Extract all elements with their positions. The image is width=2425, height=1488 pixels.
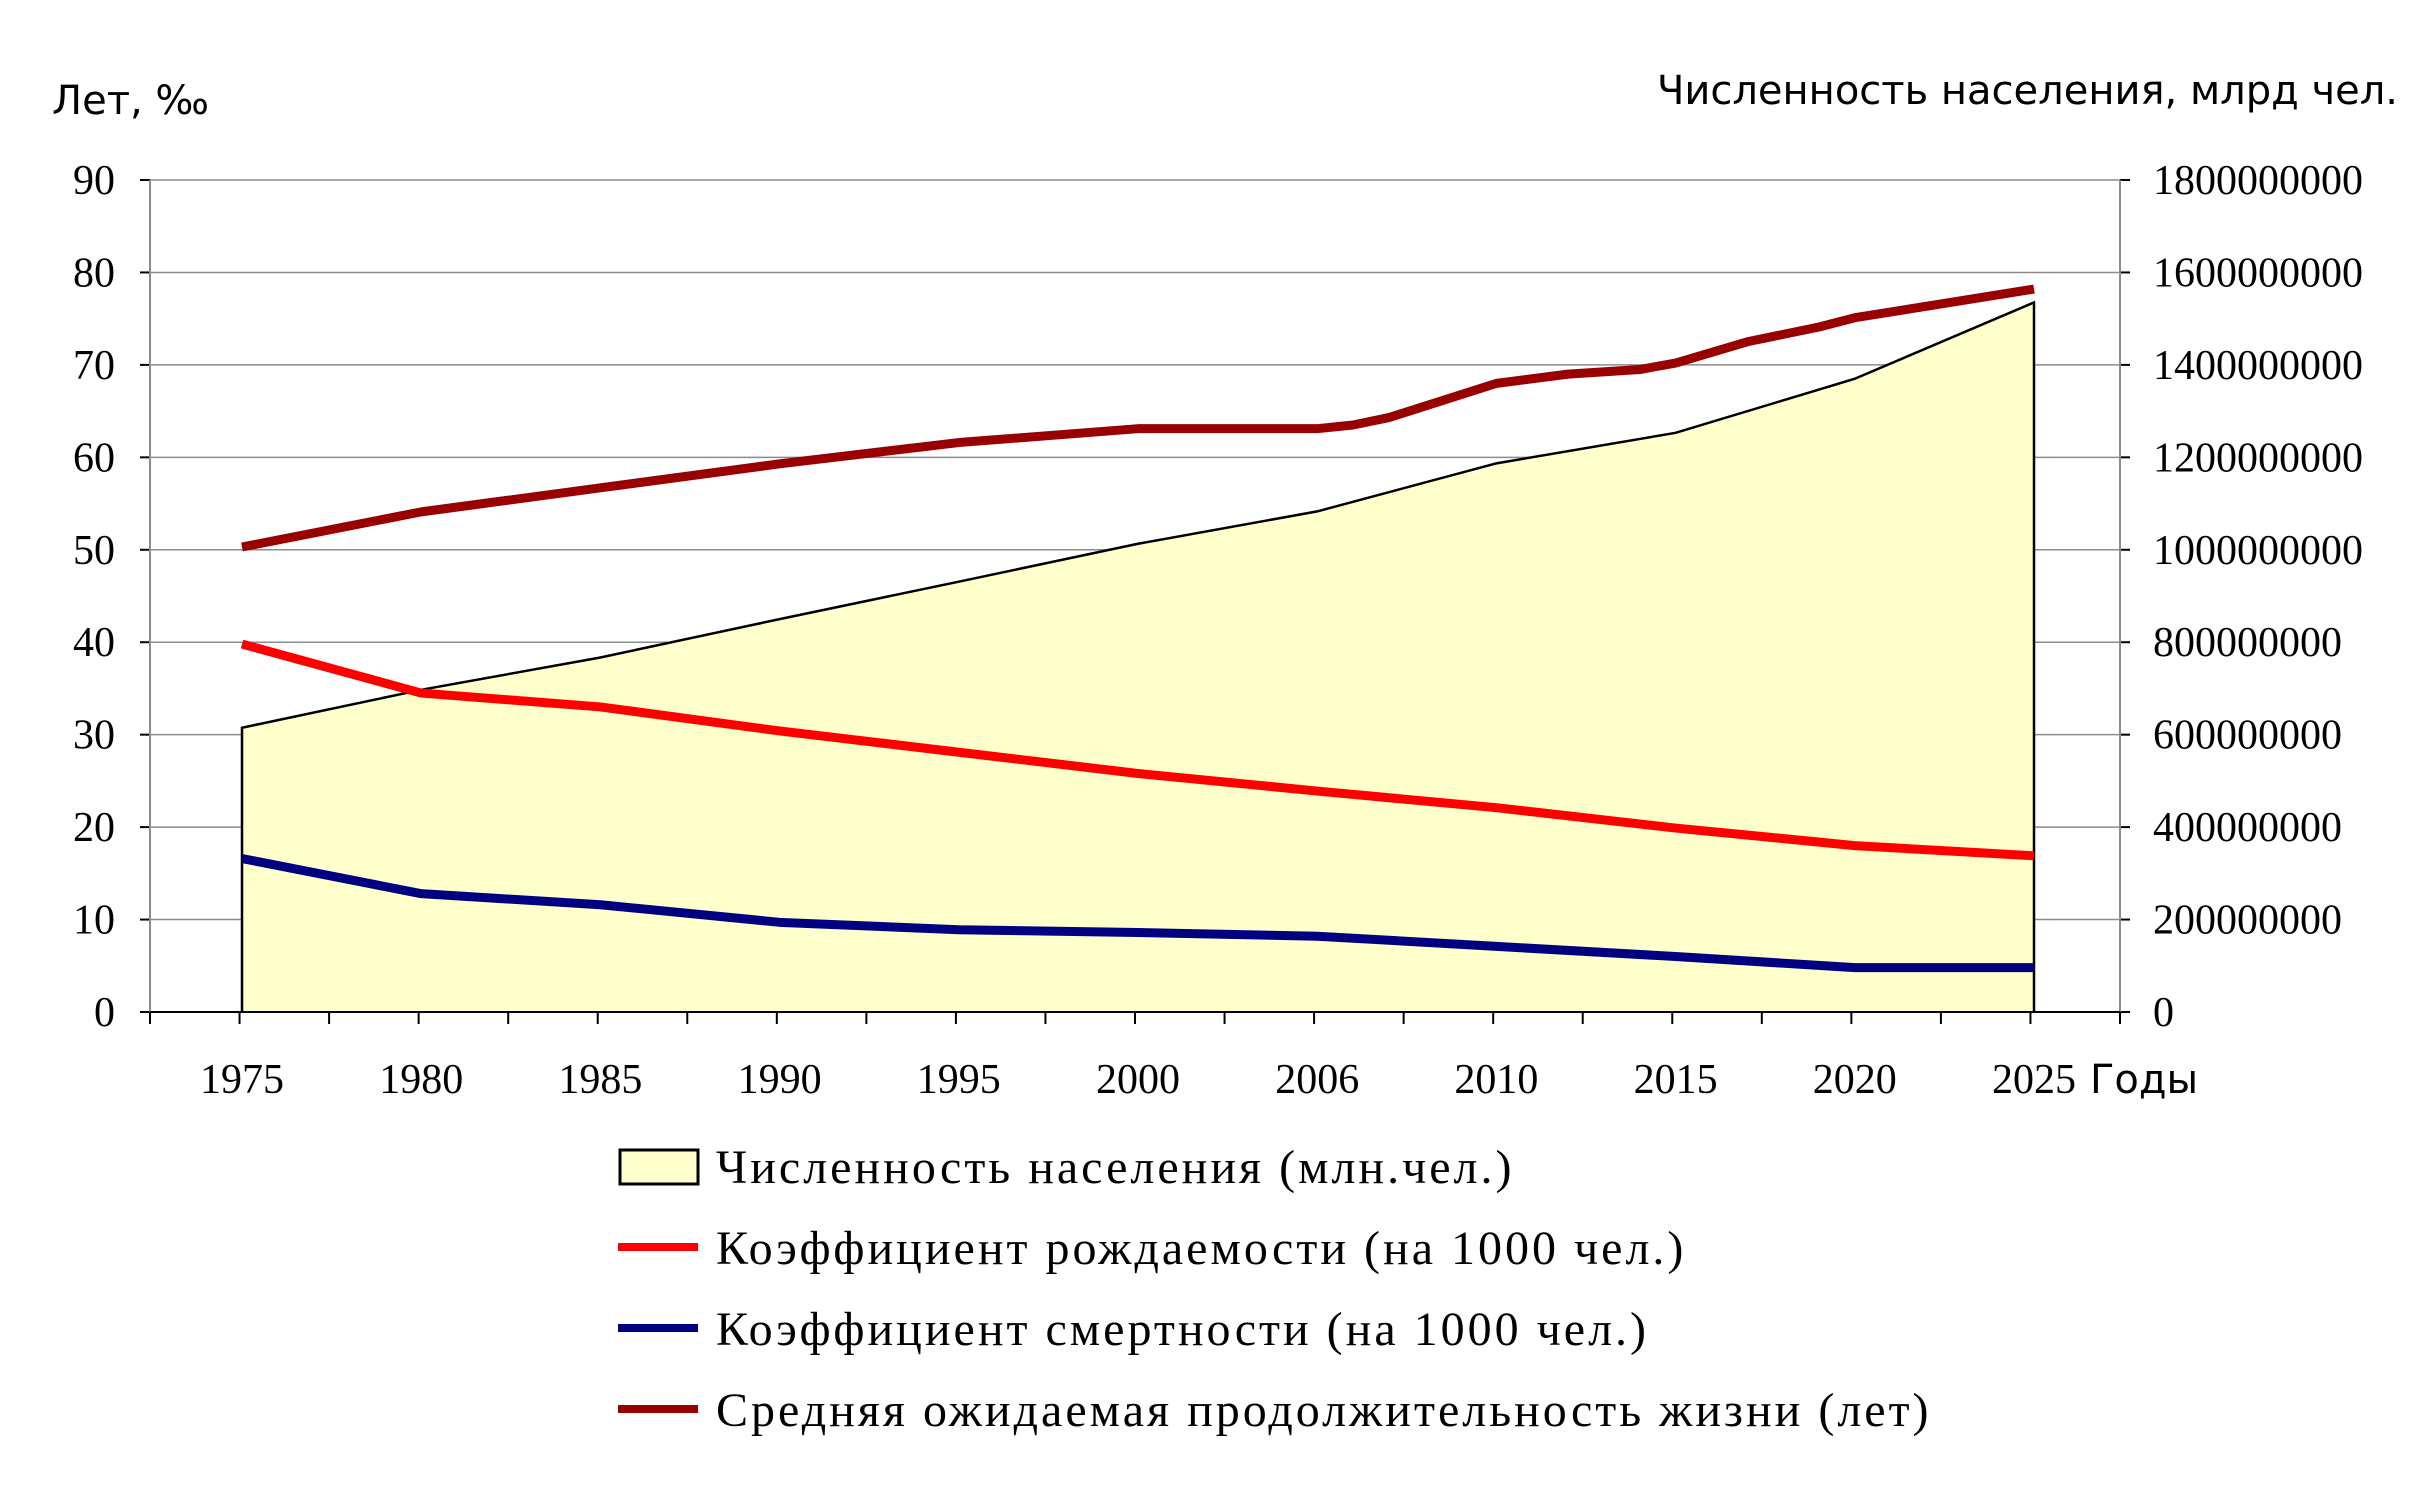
left-tick-label: 80 (73, 250, 115, 296)
legend-item-life-expectancy: Средняя ожидаемая продолжительность жизн… (618, 1384, 1932, 1437)
death-rate-line (241, 854, 2034, 973)
x-tick-label: 2015 (1634, 1057, 1718, 1103)
legend-label-population: Численность населения (млн.чел.) (716, 1141, 1514, 1194)
legend-label-birth-rate: Коэффициент рождаемости (на 1000 чел.) (716, 1222, 1686, 1275)
birth-rate-line (240, 639, 2035, 861)
legend-item-death-rate: Коэффициент смертности (на 1000 чел.) (618, 1303, 1649, 1356)
x-tick-label: 2025 (1992, 1057, 2076, 1103)
x-axis-title: Годы (2090, 1057, 2198, 1103)
x-tick-label: 1995 (917, 1057, 1001, 1103)
legend: Численность населения (млн.чел.) Коэффиц… (618, 1141, 1932, 1437)
right-tick-label: 1200000000 (2153, 435, 2363, 481)
left-tick-label: 30 (73, 713, 115, 759)
population-area-fill (242, 302, 2034, 1012)
left-tick-label: 60 (73, 435, 115, 481)
left-tick-label: 20 (73, 805, 115, 851)
x-tick-label: 1990 (738, 1057, 822, 1103)
life-expectancy-line (241, 284, 2035, 552)
x-tick-label: 1975 (200, 1057, 284, 1103)
right-tick-label: 800000000 (2153, 620, 2342, 666)
right-tick-label: 0 (2153, 990, 2174, 1036)
legend-swatch-population (618, 1148, 700, 1186)
legend-label-death-rate: Коэффициент смертности (на 1000 чел.) (716, 1303, 1649, 1356)
left-tick-label: 50 (73, 528, 115, 574)
legend-label-life-expectancy: Средняя ожидаемая продолжительность жизн… (716, 1384, 1932, 1437)
left-axis-title: Лет, ‰ (52, 78, 209, 124)
right-tick-label: 1400000000 (2153, 343, 2363, 389)
x-tick-label: 1980 (379, 1057, 463, 1103)
x-tick-label: 1985 (558, 1057, 642, 1103)
left-tick-label: 90 (73, 158, 115, 204)
legend-item-birth-rate: Коэффициент рождаемости (на 1000 чел.) (618, 1222, 1686, 1275)
axes (140, 179, 2130, 1024)
x-tick-label: 2020 (1813, 1057, 1897, 1103)
x-tick-label: 2010 (1454, 1057, 1538, 1103)
population-area-layer (240, 300, 2036, 1012)
tick-labels: 0 10 20 30 40 50 60 70 80 90 0 200000000 400000000 60… (73, 158, 2363, 1103)
right-tick-label: 600000000 (2153, 713, 2342, 759)
right-tick-label: 200000000 (2153, 898, 2342, 944)
series-lines (240, 284, 2035, 973)
legend-item-population: Численность населения (млн.чел.) (618, 1141, 1514, 1194)
x-tick-label: 2006 (1275, 1057, 1359, 1103)
right-tick-label: 1800000000 (2153, 158, 2363, 204)
right-tick-label: 1600000000 (2153, 250, 2363, 296)
right-tick-label: 1000000000 (2153, 528, 2363, 574)
left-tick-label: 40 (73, 620, 115, 666)
x-tick-label: 2000 (1096, 1057, 1180, 1103)
left-tick-label: 0 (94, 990, 115, 1036)
right-axis-title: Численность населения, млрд чел. (1657, 68, 2398, 114)
right-tick-label: 400000000 (2153, 805, 2342, 851)
left-tick-label: 10 (73, 898, 115, 944)
left-tick-label: 70 (73, 343, 115, 389)
